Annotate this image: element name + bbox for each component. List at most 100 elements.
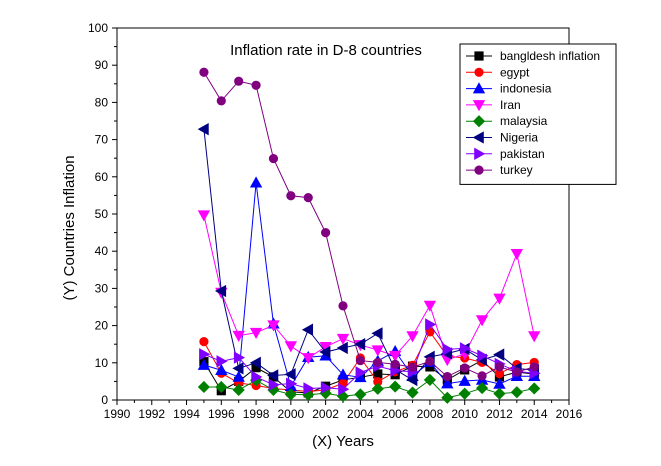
- data-point: [286, 191, 296, 201]
- data-point: [458, 374, 471, 386]
- data-point: [425, 318, 437, 331]
- series-turkey: [199, 67, 539, 382]
- data-point: [354, 338, 366, 351]
- data-point: [528, 331, 541, 343]
- y-tick-label: 20: [95, 319, 109, 333]
- data-point: [199, 348, 211, 361]
- data-point: [441, 391, 454, 404]
- data-point: [232, 362, 244, 375]
- x-tick-label: 2010: [451, 407, 478, 421]
- data-point: [355, 355, 365, 366]
- data-point: [216, 355, 228, 368]
- legend-label: bangldesh inflation: [500, 49, 600, 63]
- data-point: [354, 388, 367, 401]
- data-point: [458, 387, 471, 400]
- legend-item: Nigeria: [466, 131, 538, 145]
- data-point: [475, 315, 489, 327]
- data-point: [286, 377, 298, 390]
- y-tick-label: 100: [88, 21, 108, 35]
- legend: bangldesh inflation egypt indonesia Iran mal…: [459, 43, 617, 185]
- series-malaysia: [197, 373, 541, 404]
- x-axis-label: (X) Years: [312, 433, 374, 450]
- x-tick-label: 1998: [243, 407, 270, 421]
- x-tick-label: 2006: [382, 407, 409, 421]
- data-point: [284, 341, 298, 353]
- data-point: [267, 320, 280, 332]
- series-bangldesh-inflation: [199, 355, 539, 398]
- x-tick-label: 2002: [312, 407, 339, 421]
- legend-marker: [474, 165, 484, 175]
- data-point: [215, 363, 228, 376]
- data-point: [373, 357, 383, 368]
- data-point: [197, 380, 210, 394]
- data-point: [493, 348, 505, 361]
- data-point: [234, 76, 244, 86]
- data-point: [425, 356, 435, 366]
- legend-marker: [472, 82, 486, 94]
- x-tick-label: 2016: [556, 407, 583, 421]
- data-point: [355, 366, 367, 379]
- data-point: [371, 382, 384, 395]
- data-point: [389, 380, 402, 393]
- x-tick-label: 2012: [486, 407, 513, 421]
- data-point: [423, 373, 436, 386]
- x-tick-label: 1992: [138, 407, 165, 421]
- data-point: [197, 210, 211, 222]
- legend-label: pakistan: [500, 147, 545, 161]
- data-point: [529, 362, 539, 372]
- x-tick-label: 2000: [277, 407, 304, 421]
- legend-label: Nigeria: [500, 131, 538, 145]
- x-tick-label: 2014: [521, 407, 548, 421]
- legend-label: indonesia: [500, 82, 552, 96]
- data-point: [336, 333, 350, 345]
- data-point: [423, 300, 437, 312]
- data-point: [371, 327, 383, 340]
- data-point: [215, 380, 228, 394]
- y-tick-label: 90: [95, 58, 109, 72]
- y-tick-label: 80: [95, 95, 109, 109]
- data-point: [302, 353, 315, 365]
- legend-item: malaysia: [466, 114, 548, 128]
- data-point: [319, 345, 331, 359]
- data-point: [268, 153, 279, 164]
- data-point: [494, 362, 505, 372]
- y-tick-label: 0: [101, 393, 108, 407]
- data-point: [493, 293, 506, 305]
- legend-label: egypt: [500, 65, 530, 79]
- data-point: [510, 386, 523, 399]
- data-point: [388, 350, 402, 363]
- data-point: [197, 123, 209, 136]
- legend-label: Iran: [500, 98, 521, 112]
- data-point: [371, 345, 384, 357]
- data-point: [390, 359, 400, 369]
- legend-label: malaysia: [500, 114, 548, 128]
- series-iran: [197, 210, 541, 367]
- y-tick-label: 30: [95, 281, 109, 295]
- legend-box: [459, 43, 617, 185]
- data-point: [232, 370, 245, 382]
- data-point: [284, 388, 297, 401]
- data-point: [303, 382, 315, 395]
- series-line: [203, 215, 535, 361]
- data-point: [284, 368, 296, 381]
- data-point: [216, 96, 226, 106]
- data-point: [268, 378, 280, 391]
- data-point: [251, 370, 263, 384]
- data-point: [199, 67, 209, 77]
- data-point: [477, 349, 489, 362]
- legend-marker: [474, 51, 484, 61]
- data-point: [336, 368, 350, 380]
- x-tick-label: 2004: [347, 407, 374, 421]
- data-point: [406, 331, 419, 343]
- data-point: [441, 377, 454, 389]
- data-point: [249, 176, 263, 188]
- legend-item: pakistan: [466, 147, 545, 161]
- legend-marker: [472, 131, 484, 144]
- legend-marker: [472, 100, 486, 112]
- data-point: [336, 341, 348, 355]
- data-point: [321, 228, 331, 238]
- data-point: [460, 363, 470, 373]
- data-point: [249, 327, 263, 339]
- data-point: [406, 386, 419, 399]
- legend-label: turkey: [500, 163, 533, 177]
